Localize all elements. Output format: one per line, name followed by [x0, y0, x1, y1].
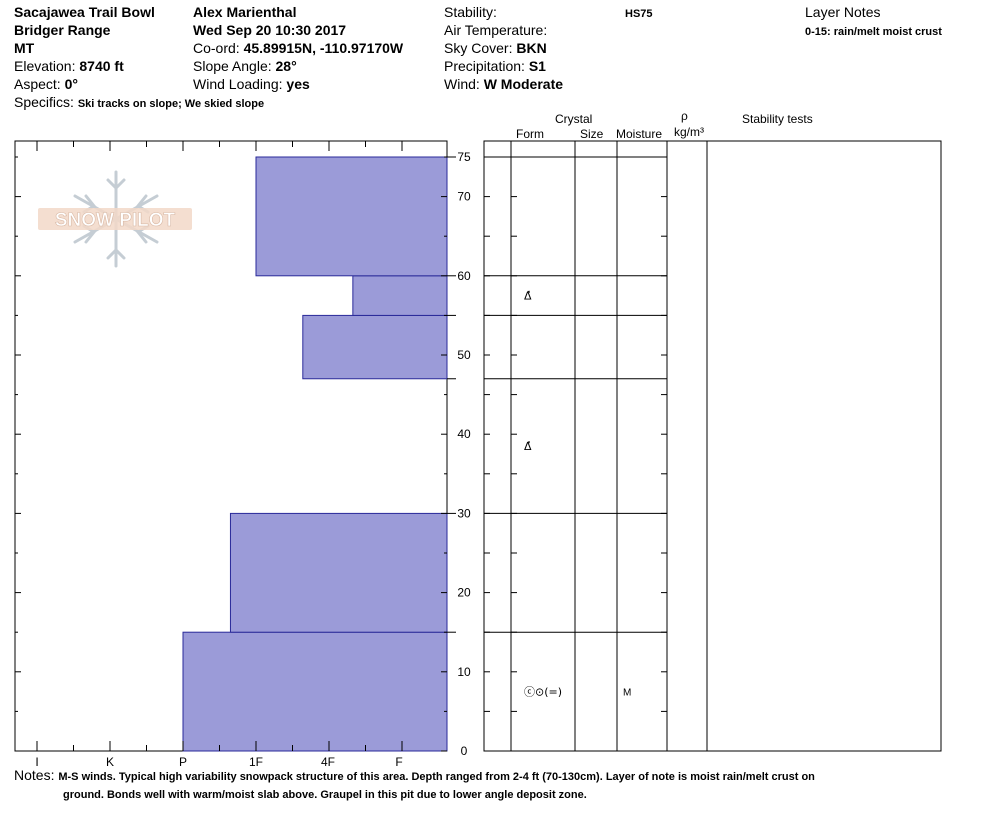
aspect: Aspect: 0°: [14, 75, 78, 93]
hardness-bar-3: [302, 314, 448, 380]
precip-label: Precipitation:: [444, 58, 525, 74]
elevation-label: Elevation:: [14, 58, 76, 74]
stability-tests-header: Stability tests: [742, 112, 813, 126]
layer-note-entry: 0-15: rain/melt moist crust: [805, 26, 942, 38]
location-name: Sacajawea Trail Bowl: [14, 4, 155, 20]
layer-notes-title: Layer Notes: [805, 4, 881, 20]
notes-label: Notes:: [14, 767, 55, 783]
depth-tick-label: 50: [457, 348, 471, 362]
crystal-form-symbol: Δ̽: [524, 440, 532, 453]
logo-text: SNOW PILOT: [55, 210, 176, 231]
coordinates: Co-ord: 45.89915N, -110.97170W: [193, 39, 403, 57]
depth-tick-label: 75: [457, 150, 471, 164]
wind-label: Wind:: [444, 76, 480, 92]
hardness-tick-label: I: [35, 755, 38, 769]
sky-cover: Sky Cover: BKN: [444, 39, 547, 57]
observation-datetime: Wed Sep 20 10:30 2017: [193, 22, 347, 38]
moisture-value: M: [623, 688, 631, 699]
notes-line-2: ground. Bonds well with warm/moist slab …: [63, 789, 587, 801]
rho-header: ρ: [681, 109, 688, 123]
elevation-value: 8740 ft: [79, 58, 124, 74]
total-snow-depth: HS75: [625, 8, 653, 20]
moisture-header: Moisture: [616, 127, 663, 141]
slope-angle: Slope Angle: 28°: [193, 57, 297, 75]
size-header: Size: [580, 127, 604, 141]
snowpilot-logo: SNOW PILOT: [38, 170, 192, 268]
depth-tick-label: 60: [457, 269, 471, 283]
hardness-bar-0: [182, 631, 448, 752]
layer-table-frame: [483, 140, 942, 752]
sky-value: BKN: [516, 40, 547, 56]
aspect-label: Aspect:: [14, 76, 61, 92]
depth-tick-label: 0: [461, 744, 468, 758]
hardness-bar-5: [255, 156, 448, 277]
hardness-tick-label: 4F: [321, 755, 335, 769]
depth-tick-label: 10: [457, 665, 471, 679]
crystal-form-symbol: Δ̽: [524, 290, 532, 303]
wind-loading-value: yes: [286, 76, 310, 92]
depth-tick-label: 70: [457, 190, 471, 204]
aspect-value: 0°: [64, 76, 78, 92]
state: MT: [14, 40, 35, 56]
specifics-value: Ski tracks on slope; We skied slope: [77, 98, 265, 110]
notes-line-1: M-S winds. Typical high variability snow…: [58, 771, 815, 783]
wind-loading: Wind Loading: yes: [193, 75, 310, 93]
slope-label: Slope Angle:: [193, 58, 272, 74]
depth-tick-label: 20: [457, 586, 471, 600]
hardness-bar-4: [352, 275, 448, 316]
form-header: Form: [516, 127, 544, 141]
precip-value: S1: [528, 58, 546, 74]
crystal-header: Crystal: [555, 112, 593, 126]
density-unit-header: kg/m³: [674, 125, 704, 139]
wind-value: W Moderate: [483, 76, 564, 92]
notes: Notes: M-S winds. Typical high variabili…: [14, 766, 815, 786]
precipitation: Precipitation: S1: [444, 57, 546, 75]
depth-tick-label: 30: [457, 506, 471, 520]
slope-value: 28°: [275, 58, 297, 74]
sky-label: Sky Cover:: [444, 40, 513, 56]
hardness-tick-label: P: [179, 755, 187, 769]
hardness-tick-label: 1F: [249, 755, 263, 769]
elevation: Elevation: 8740 ft: [14, 57, 124, 75]
mountain-range: Bridger Range: [14, 22, 111, 38]
specifics-label: Specifics:: [14, 94, 74, 110]
hardness-tick-label: F: [395, 755, 402, 769]
air-temp-label: Air Temperature:: [444, 22, 548, 38]
coord-value: 45.89915N, -110.97170W: [243, 40, 404, 56]
crystal-form-symbol: ⓒ⊙(=): [524, 686, 562, 699]
wind-loading-label: Wind Loading:: [193, 76, 283, 92]
depth-tick-label: 40: [457, 427, 471, 441]
hardness-bar-1: [229, 512, 448, 633]
specifics: Specifics: Ski tracks on slope; We skied…: [14, 93, 264, 113]
observer-name: Alex Marienthal: [193, 4, 297, 20]
stability-label: Stability:: [444, 4, 497, 20]
wind: Wind: W Moderate: [444, 75, 563, 93]
hardness-tick-label: K: [106, 755, 114, 769]
coord-label: Co-ord:: [193, 40, 240, 56]
